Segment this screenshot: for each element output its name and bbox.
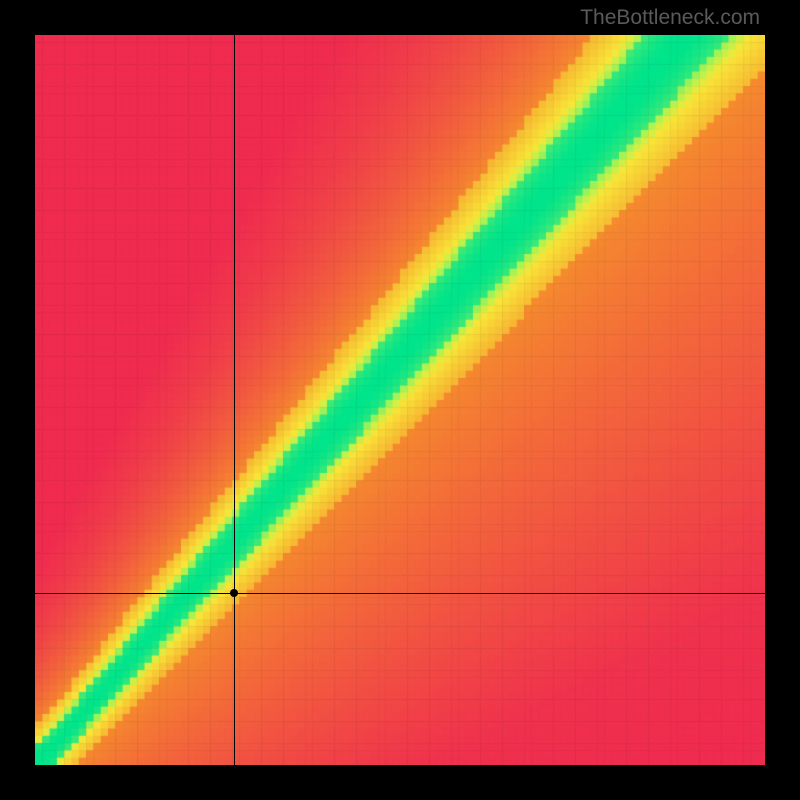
crosshair-marker (230, 589, 238, 597)
heatmap-canvas (35, 35, 765, 765)
heatmap-plot (35, 35, 765, 765)
crosshair-vertical (234, 35, 235, 765)
watermark-text: TheBottleneck.com (580, 6, 760, 30)
crosshair-horizontal (35, 593, 765, 594)
